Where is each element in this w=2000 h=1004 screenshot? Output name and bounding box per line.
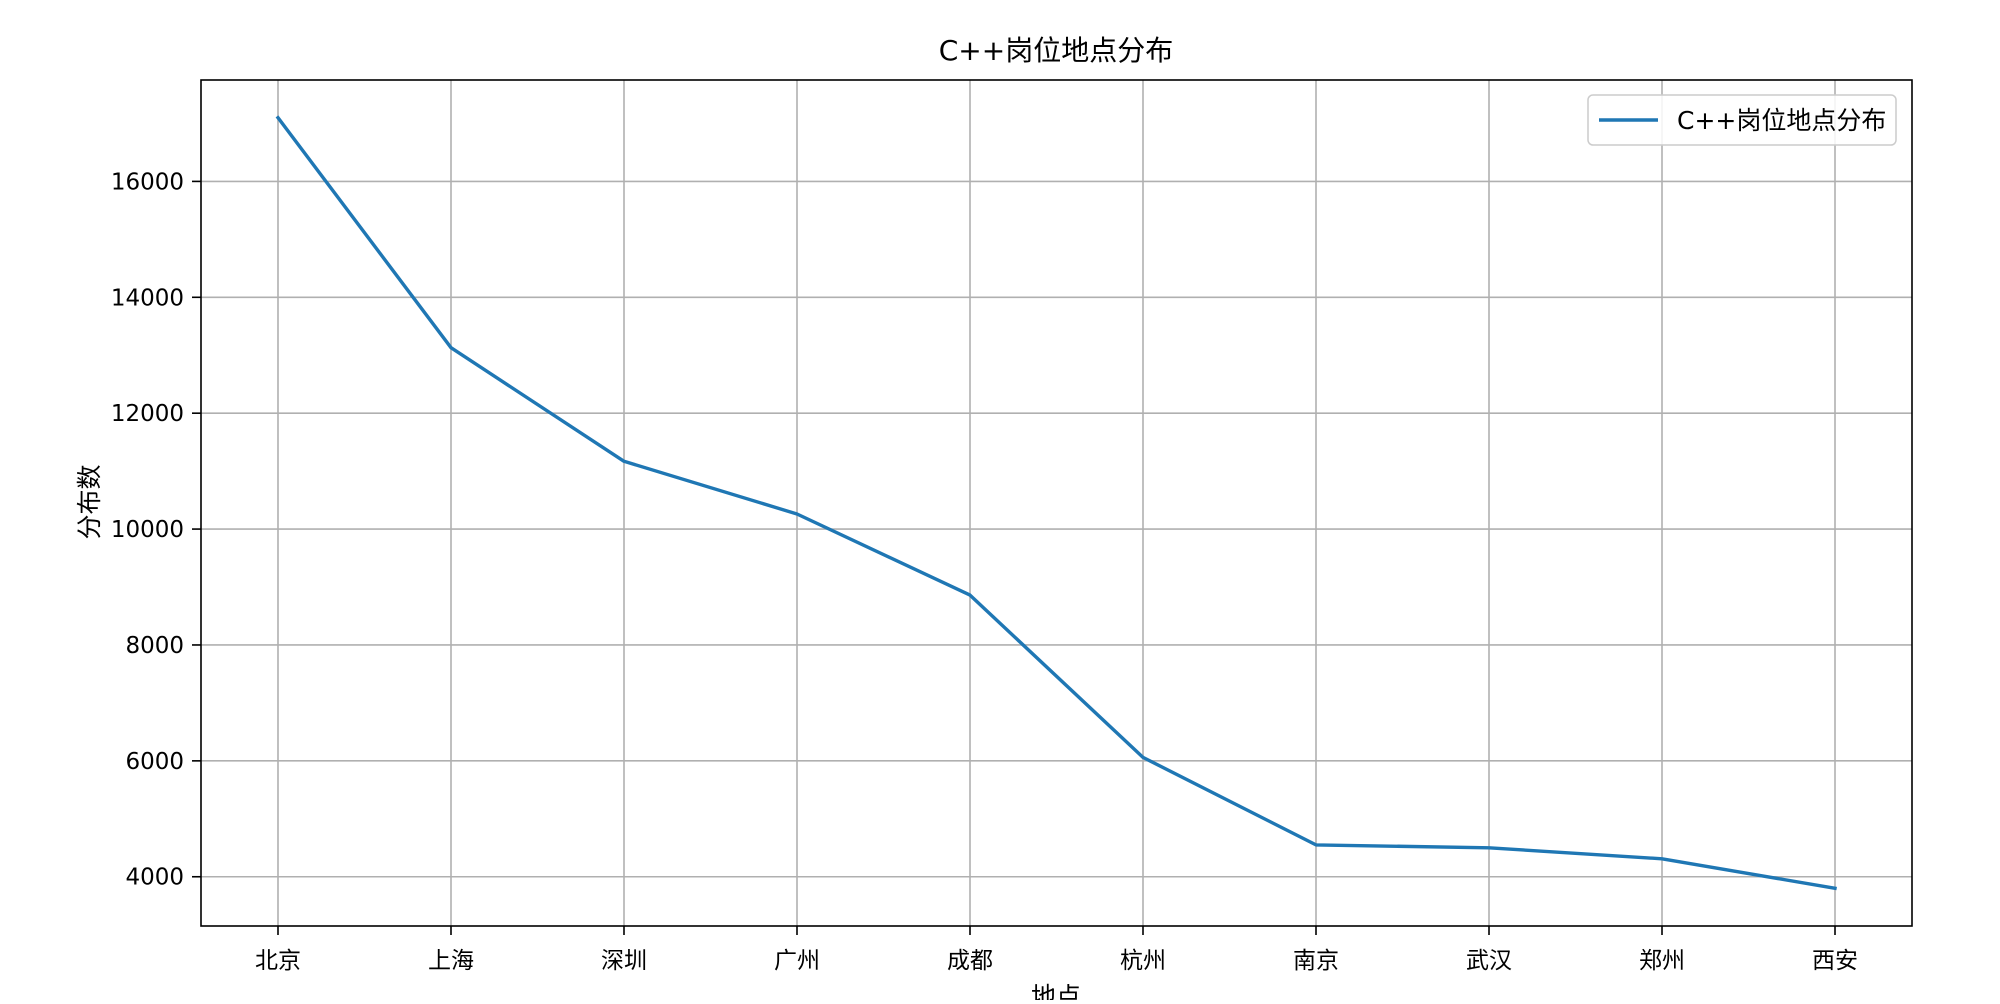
chart-title: C++岗位地点分布 (939, 34, 1173, 67)
x-tick-label: 郑州 (1639, 948, 1685, 974)
x-tick-label: 上海 (428, 948, 474, 974)
x-tick-label: 北京 (255, 948, 301, 974)
x-tick-label: 武汉 (1466, 948, 1512, 974)
y-tick-label: 8000 (125, 633, 184, 659)
y-tick-label: 4000 (125, 865, 184, 891)
x-tick-label: 西安 (1812, 948, 1858, 974)
x-tick-label: 成都 (947, 948, 993, 974)
x-tick-label: 杭州 (1120, 948, 1166, 974)
y-tick-label: 10000 (111, 517, 184, 543)
y-tick-label: 14000 (111, 285, 184, 311)
legend-label: C++岗位地点分布 (1677, 106, 1886, 135)
x-tick-label: 深圳 (601, 948, 647, 974)
legend: C++岗位地点分布 (1588, 95, 1896, 145)
y-tick-label: 6000 (125, 749, 184, 775)
x-axis-title: 地点 (1031, 982, 1081, 1000)
y-tick-label: 16000 (111, 169, 184, 195)
x-tick-label: 南京 (1293, 948, 1339, 974)
y-axis-title: 分布数 (75, 464, 104, 539)
x-tick-label: 广州 (774, 948, 820, 974)
y-tick-label: 12000 (111, 401, 184, 427)
